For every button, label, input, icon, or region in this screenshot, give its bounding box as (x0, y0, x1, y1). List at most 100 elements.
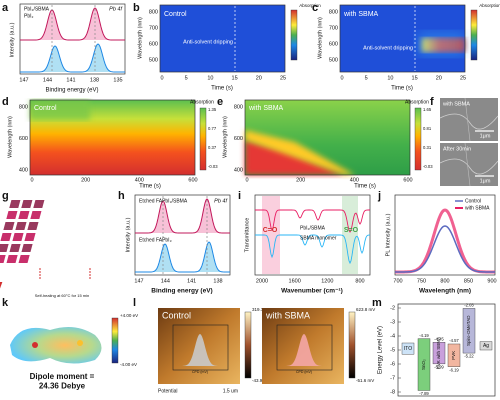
x-tick-label: 800 (355, 278, 364, 284)
crystal-block (18, 211, 30, 219)
sem-grain (464, 142, 471, 187)
colorbar (348, 311, 356, 379)
atom (32, 342, 38, 348)
x-axis-label: Time (s) (391, 86, 413, 92)
inset-peak (176, 334, 225, 366)
crystal-block (27, 222, 39, 230)
x-tick-label: 15 (412, 75, 418, 81)
x-tick-label: 144 (161, 278, 170, 284)
y-tick-label: -7 (390, 375, 395, 381)
material-label: SnO₂ (421, 359, 426, 370)
molecule-surface (10, 326, 102, 364)
colorbar (290, 9, 298, 61)
crystal-block (21, 244, 33, 252)
colorbar-title: Absorption (479, 3, 500, 8)
x-tick-label: 25 (460, 75, 466, 81)
panel-label: e (217, 96, 223, 108)
x-tick-label: 0 (160, 75, 163, 81)
y-axis-label: Wavelength (nm) (222, 116, 228, 158)
inset-label: CPD (mV) (192, 370, 208, 374)
crystal-block (21, 200, 33, 208)
sem-grain (439, 158, 499, 175)
plot-frame (134, 194, 231, 276)
colorbar-tick: -0.03 (208, 164, 218, 169)
y-tick-label: 500 (149, 57, 158, 63)
value-label: -4.19 (419, 333, 429, 338)
value-label: -2.03 (464, 303, 474, 308)
y-axis-label: Energy Level (eV) (378, 326, 384, 374)
panel-label: i (238, 190, 241, 202)
legend-label: PbI₂/SBMA (300, 225, 326, 231)
energy-box (447, 343, 461, 367)
legend-label: SBMA monomer (300, 235, 337, 241)
sem-grain (439, 113, 499, 130)
panel-title: with SBMA (248, 105, 284, 112)
plot-frame (159, 4, 286, 73)
x-axis-label: Time (s) (211, 86, 233, 92)
value-label: -6.19 (449, 367, 459, 372)
value-label: -5.99 (434, 364, 444, 369)
colorbar (199, 107, 207, 171)
scale-label: 1μm (480, 178, 491, 184)
panel-label: j (377, 190, 381, 202)
y-axis-label: Wavelength (nm) (7, 116, 13, 158)
y-axis-label: Intensity (a.u.) (9, 22, 15, 57)
plot-frame (29, 99, 196, 176)
y-axis-label: Transmittance (244, 218, 250, 253)
x-axis-label: Binding energy (eV) (45, 88, 98, 94)
crystal-block (18, 255, 30, 263)
y-tick-label: 500 (329, 57, 338, 63)
x-tick-label: 147 (19, 77, 28, 83)
value-label: -5.22 (464, 354, 474, 359)
y-tick-label: 600 (19, 136, 28, 142)
plot-frame (19, 3, 126, 75)
x-tick-label: 400 (135, 177, 144, 183)
x-tick-label: 0 (340, 75, 343, 81)
x-tick-label: 1200 (321, 278, 333, 284)
image-title: Control (162, 310, 191, 320)
x-tick-label: 2000 (256, 278, 268, 284)
value-label: -4.45 (434, 336, 444, 341)
x-tick-label: 400 (350, 177, 359, 183)
colorbar-title: Absorption (405, 99, 429, 105)
annotation: Anti-solvent dripping (183, 39, 233, 45)
heatmap-region (245, 130, 355, 175)
colorbar-tick: +4.00 eV (120, 313, 138, 318)
pl-curve (395, 225, 495, 273)
crystal-block (3, 222, 15, 230)
scale-label: 1μm (480, 133, 491, 139)
material-label: PVK (451, 351, 456, 360)
x-tick-label: 5 (185, 75, 188, 81)
y-tick-label: 800 (149, 9, 158, 15)
legend-label: PbI₂ (24, 13, 34, 19)
plot-frame (244, 99, 411, 176)
colorbar-tick: 0.77 (208, 126, 217, 131)
arrow (39, 268, 91, 280)
legend-label: Control (465, 198, 481, 204)
image-title: with SBMA (442, 101, 470, 107)
x-tick-label: 900 (487, 278, 496, 284)
inset-peak (280, 334, 329, 366)
crystal-block (0, 244, 9, 252)
band-label: S=O (344, 227, 359, 234)
colorbar-tick: -51.6 mV (356, 378, 374, 383)
caption: Self-healing at 60°C for 15 min (35, 293, 90, 298)
crystal-block (30, 211, 42, 219)
band-label: C=O (263, 227, 278, 234)
x-tick-label: 147 (134, 278, 143, 284)
image-title: with SBMA (265, 310, 310, 320)
energy-box (401, 342, 415, 355)
x-tick-label: 600 (403, 177, 412, 183)
ftir-line (255, 209, 370, 233)
x-tick-label: 200 (296, 177, 305, 183)
inset-label: CPD (mV) (296, 370, 312, 374)
heatmap (160, 5, 285, 72)
y-tick-label: 600 (149, 41, 158, 47)
atom (77, 340, 83, 346)
annotation: Pb 4f (214, 198, 227, 204)
material-label: Ag (483, 343, 489, 349)
colorbar-tick: -4.00 eV (120, 362, 137, 367)
colorbar (244, 311, 252, 379)
spectrum-line (135, 241, 230, 273)
y-axis-label: Intensity (a.u.) (125, 217, 131, 252)
